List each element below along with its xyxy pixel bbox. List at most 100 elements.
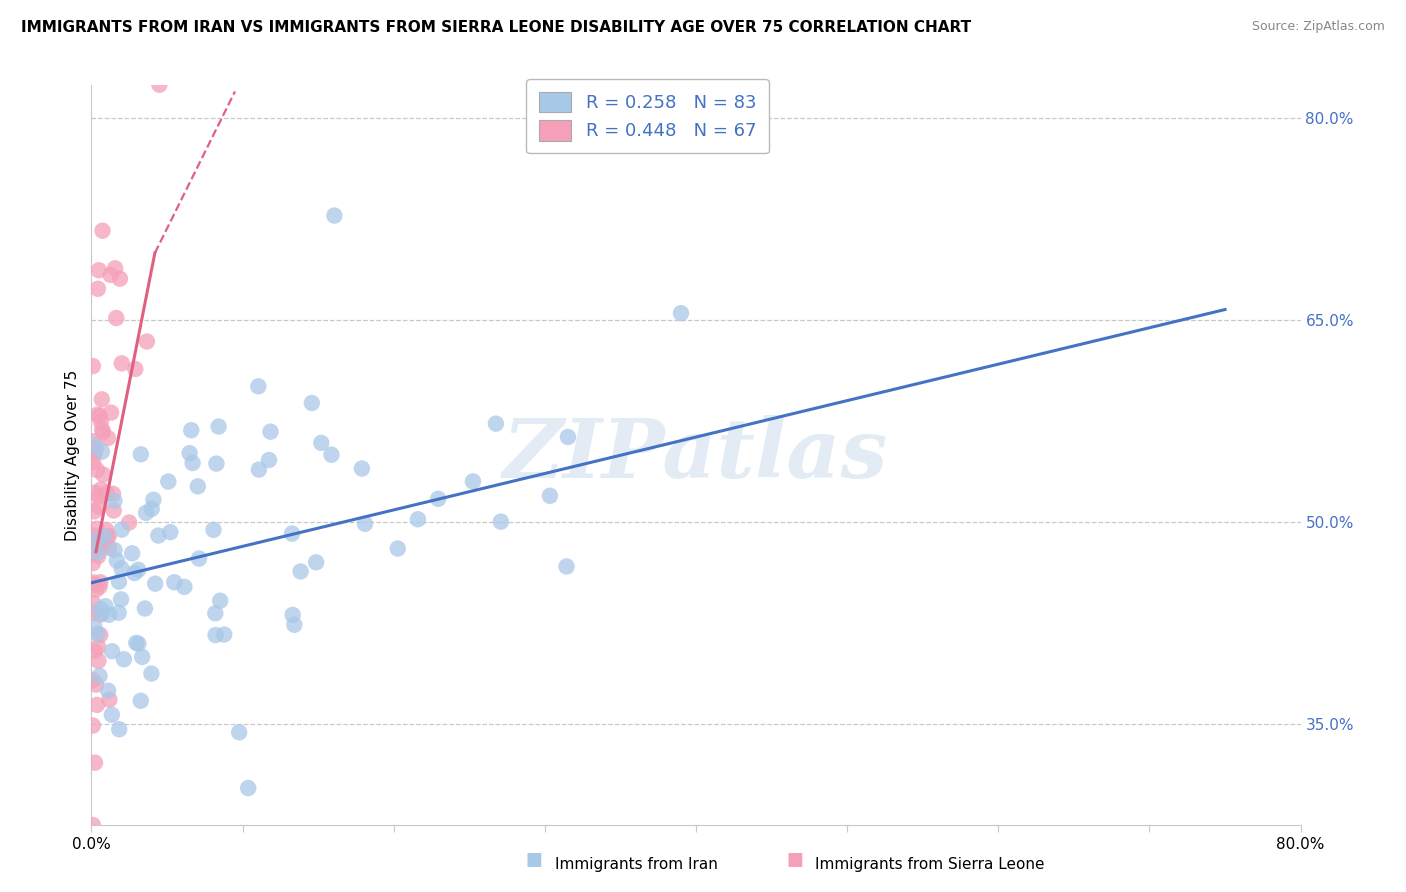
Point <box>86 408 108 422</box>
Text: Immigrants from Iran: Immigrants from Iran <box>555 857 718 872</box>
Point <box>103 493 125 508</box>
Point <box>212 627 235 641</box>
Point <box>82 556 104 570</box>
Point <box>134 601 156 615</box>
Point <box>148 78 170 92</box>
Point <box>281 526 304 541</box>
Point <box>94 599 117 614</box>
Point <box>82 434 104 449</box>
Point <box>90 392 112 407</box>
Point <box>111 356 134 370</box>
Point <box>82 533 104 547</box>
Point <box>127 563 149 577</box>
Point <box>98 607 121 622</box>
Point <box>107 606 129 620</box>
Point <box>309 436 332 450</box>
Point <box>82 359 104 373</box>
Point <box>354 516 377 531</box>
Point <box>90 607 112 621</box>
Point <box>86 463 108 477</box>
Point <box>86 627 108 641</box>
Point <box>321 448 343 462</box>
Point <box>82 596 104 610</box>
Point <box>187 479 209 493</box>
Point <box>427 491 450 506</box>
Point <box>90 602 112 616</box>
Point <box>91 423 114 437</box>
Point <box>87 545 110 559</box>
Point <box>96 486 118 500</box>
Point <box>110 592 132 607</box>
Point <box>131 649 153 664</box>
Legend: R = 0.258   N = 83, R = 0.448   N = 67: R = 0.258 N = 83, R = 0.448 N = 67 <box>526 79 769 153</box>
Point <box>96 530 118 544</box>
Point <box>290 565 312 579</box>
Point <box>90 444 112 458</box>
Point <box>135 506 157 520</box>
Point <box>111 523 134 537</box>
Text: ZIPatlas: ZIPatlas <box>503 415 889 495</box>
Point <box>93 529 115 543</box>
Point <box>82 455 104 469</box>
Point <box>281 607 304 622</box>
Point <box>87 549 110 563</box>
Point <box>159 525 181 540</box>
Point <box>142 492 165 507</box>
Point <box>97 431 120 445</box>
Point <box>83 575 105 590</box>
Point <box>204 628 226 642</box>
Point <box>406 512 429 526</box>
Point <box>91 538 114 552</box>
Point <box>127 637 149 651</box>
Point <box>94 523 117 537</box>
Point <box>84 533 107 548</box>
Point <box>207 419 229 434</box>
Point <box>489 515 512 529</box>
Point <box>100 268 122 282</box>
Point <box>180 423 202 437</box>
Point <box>148 528 170 542</box>
Point <box>89 500 111 514</box>
Point <box>86 522 108 536</box>
Point <box>118 516 141 530</box>
Point <box>82 528 104 542</box>
Text: ▪: ▪ <box>785 845 804 872</box>
Point <box>89 580 111 594</box>
Point <box>259 425 281 439</box>
Point <box>103 543 125 558</box>
Point <box>101 487 124 501</box>
Point <box>97 529 120 543</box>
Point <box>247 379 270 393</box>
Point <box>86 698 108 712</box>
Point <box>105 553 128 567</box>
Y-axis label: Disability Age Over 75: Disability Age Over 75 <box>65 369 80 541</box>
Point <box>350 461 373 475</box>
Point <box>104 261 127 276</box>
Text: ▪: ▪ <box>524 845 544 872</box>
Point <box>89 575 111 590</box>
Point <box>283 617 305 632</box>
Point <box>89 490 111 504</box>
Point <box>538 489 561 503</box>
Point <box>98 692 121 706</box>
Point <box>89 628 111 642</box>
Point <box>257 453 280 467</box>
Point <box>91 224 114 238</box>
Point <box>238 780 260 795</box>
Point <box>143 576 166 591</box>
Point <box>83 545 105 559</box>
Point <box>83 644 105 658</box>
Point <box>301 396 323 410</box>
Point <box>101 644 124 658</box>
Point <box>108 272 131 286</box>
Point <box>83 504 105 518</box>
Point <box>91 425 114 440</box>
Point <box>129 447 152 461</box>
Point <box>84 582 107 597</box>
Point <box>121 546 143 560</box>
Point <box>247 462 270 476</box>
Point <box>179 446 201 460</box>
Point <box>108 574 131 589</box>
Point <box>110 561 132 575</box>
Point <box>83 447 105 461</box>
